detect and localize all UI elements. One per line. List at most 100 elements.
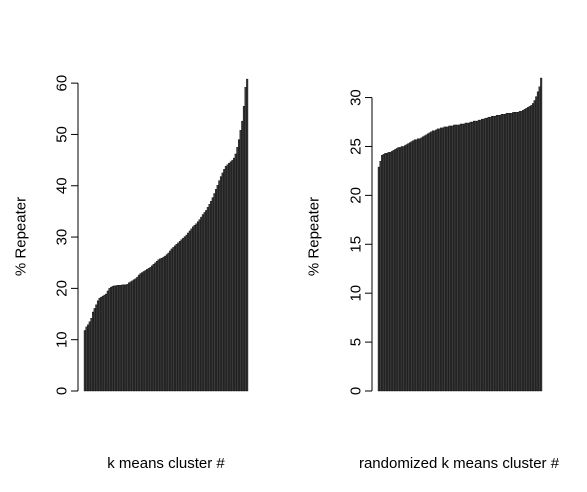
bar (478, 120, 480, 391)
panel-k-means: 0 10 20 30 40 50 60 % Repeater k means cluster # (12, 75, 248, 472)
bar (526, 108, 528, 391)
bar (215, 189, 217, 391)
bar (151, 266, 153, 391)
bar (430, 132, 432, 391)
bar (434, 131, 436, 391)
bar (114, 286, 116, 391)
y-axis-label: % Repeater (305, 197, 322, 276)
bar (524, 109, 526, 391)
bar (389, 152, 391, 391)
bar (481, 119, 483, 391)
bar (427, 134, 429, 391)
bar (204, 212, 206, 391)
bar (462, 124, 464, 391)
bar (240, 130, 242, 391)
bar (458, 125, 460, 391)
bar (156, 261, 158, 391)
bar (117, 285, 119, 391)
bar (475, 121, 477, 391)
bar (237, 147, 239, 391)
bar (94, 308, 96, 391)
bar (187, 233, 189, 391)
bar (84, 330, 86, 391)
bar (173, 247, 175, 391)
bar (504, 114, 506, 391)
bar (192, 227, 194, 391)
y-tick-label: 10 (347, 285, 364, 302)
bar (86, 327, 88, 391)
bar (159, 259, 161, 391)
bar (209, 204, 211, 391)
bar (210, 201, 212, 391)
bar (112, 286, 114, 391)
bar (207, 207, 209, 391)
bar (385, 153, 387, 391)
y-tick-label: 40 (53, 177, 70, 194)
bar (110, 287, 112, 391)
bar (105, 294, 107, 391)
bar (519, 111, 521, 391)
bar (467, 123, 469, 391)
bar (508, 113, 510, 391)
bar (212, 198, 214, 391)
bar (506, 113, 508, 391)
bar (97, 301, 99, 391)
bar (143, 271, 145, 391)
bar (470, 122, 472, 391)
bar (227, 165, 229, 391)
bar (130, 282, 132, 391)
bar (453, 125, 455, 391)
bar (501, 114, 503, 391)
bar (163, 257, 165, 391)
bar (429, 133, 431, 391)
bar (512, 112, 514, 391)
bar (235, 154, 237, 391)
bar (380, 161, 382, 391)
bar (100, 297, 102, 391)
bar (191, 229, 193, 391)
bar (422, 137, 424, 391)
bar (122, 285, 124, 391)
bar (135, 279, 137, 391)
bar (435, 130, 437, 391)
bar (388, 152, 390, 391)
bar (509, 113, 511, 391)
bar (394, 149, 396, 391)
bar (473, 121, 475, 391)
bar (228, 163, 230, 391)
bar (483, 119, 485, 391)
bar (437, 129, 439, 391)
bar (426, 135, 428, 391)
bar (411, 142, 413, 391)
bar (89, 322, 91, 391)
bar (540, 78, 542, 391)
bar (476, 121, 478, 391)
bar (146, 269, 148, 391)
y-tick-label: 0 (347, 387, 364, 395)
bar (177, 243, 179, 391)
bar (223, 169, 225, 391)
bar (486, 118, 488, 391)
bar (421, 138, 423, 391)
bar (417, 139, 419, 391)
bar (232, 160, 234, 391)
panel-randomized-k-means: 0 5 10 15 20 25 30 % Repeater randomized k means… (305, 78, 559, 472)
bar (125, 285, 127, 391)
bar (396, 148, 398, 391)
bar (399, 147, 401, 391)
bar (202, 214, 204, 391)
bar (432, 131, 434, 391)
bar (516, 112, 518, 391)
bar (386, 153, 388, 391)
bar (455, 125, 457, 391)
bar (498, 115, 500, 391)
bar (521, 111, 523, 391)
bar (535, 97, 537, 391)
bar (414, 140, 416, 391)
bar (419, 139, 421, 391)
bar (445, 127, 447, 391)
bar (444, 127, 446, 391)
y-axis-label: % Repeater (12, 197, 29, 276)
bar (539, 87, 541, 391)
